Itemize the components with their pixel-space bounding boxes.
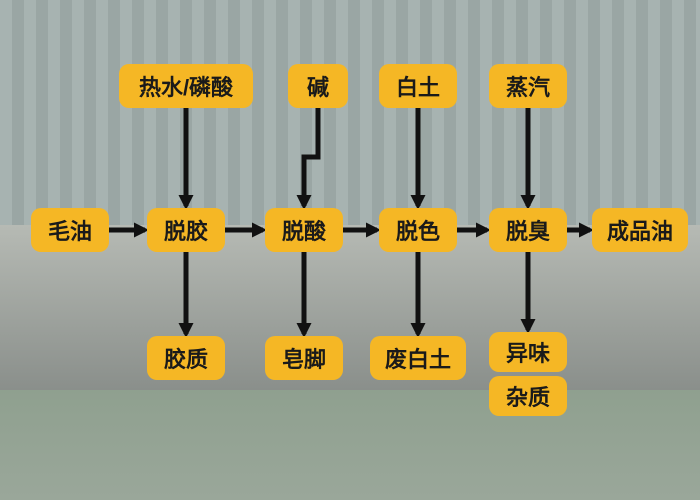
node-p_degum: 脱胶 (147, 208, 225, 252)
node-p_decolor: 脱色 (379, 208, 457, 252)
node-out_soap: 皂脚 (265, 336, 343, 380)
node-out_clay: 废白土 (370, 336, 466, 380)
node-in_clay: 白土 (379, 64, 457, 108)
node-in_hotwater: 热水/磷酸 (119, 64, 253, 108)
node-p_deodor: 脱臭 (489, 208, 567, 252)
node-in_alkali: 碱 (288, 64, 348, 108)
node-out_gum: 胶质 (147, 336, 225, 380)
node-out_odor1: 异味 (489, 332, 567, 372)
node-p_product: 成品油 (592, 208, 688, 252)
node-p_crude: 毛油 (31, 208, 109, 252)
node-p_deacid: 脱酸 (265, 208, 343, 252)
diagram-canvas: 热水/磷酸碱白土蒸汽毛油脱胶脱酸脱色脱臭成品油胶质皂脚废白土异味杂质 (0, 0, 700, 500)
node-out_odor2: 杂质 (489, 376, 567, 416)
node-in_steam: 蒸汽 (489, 64, 567, 108)
edge-in_alkali-p_deacid (304, 108, 318, 206)
